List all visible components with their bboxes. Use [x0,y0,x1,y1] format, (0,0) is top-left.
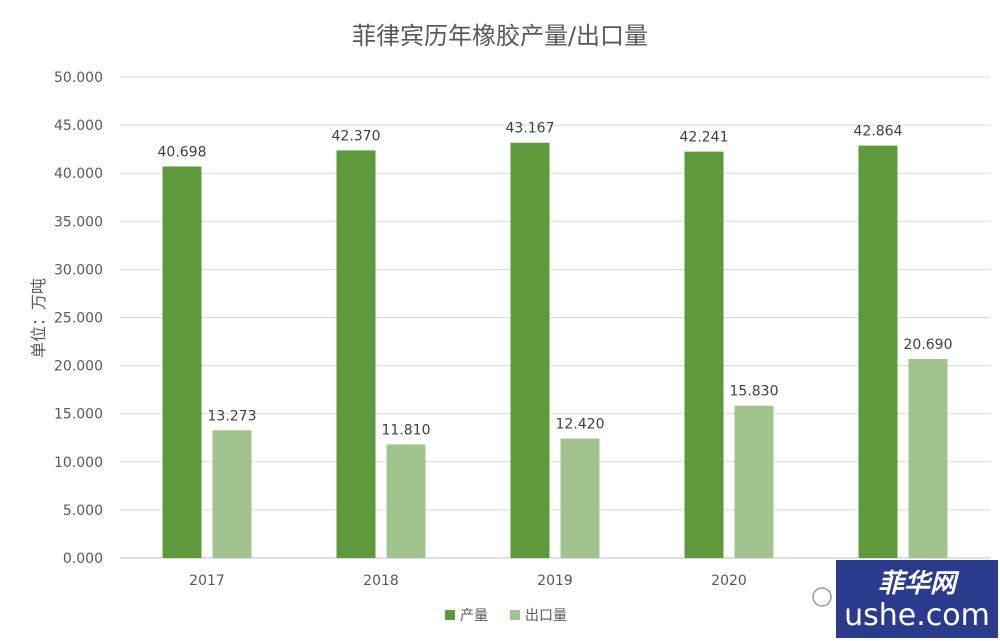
y-tick-label: 50.000 [54,70,103,86]
x-tick-label: 2017 [189,573,225,589]
y-tick-label: 45.000 [54,118,103,134]
x-tick-label: 2020 [711,573,747,589]
bar-export [212,430,252,558]
wechat-icon [812,587,832,607]
y-tick-label: 5.000 [63,503,103,519]
data-label: 42.370 [332,128,381,144]
data-label: 20.690 [904,337,953,353]
bar-export [908,358,948,558]
data-label: 40.698 [158,144,207,160]
data-label: 43.167 [506,121,555,137]
y-tick-label: 0.000 [63,551,103,567]
x-axis-ticks: 2017 2018 2019 2020 [189,573,747,589]
data-label: 13.273 [208,408,257,424]
x-tick-label: 2019 [537,573,573,589]
y-tick-label: 10.000 [54,455,103,471]
data-label: 12.420 [556,417,605,433]
bar-production [684,151,724,558]
y-tick-label: 15.000 [54,407,103,423]
x-tick-label: 2018 [363,573,399,589]
bars [162,142,948,559]
legend: 产量 出口量 [445,608,567,624]
y-axis-label: 单位：万吨 [29,278,48,358]
bar-production [336,150,376,558]
data-label: 42.241 [680,130,729,146]
gridlines [120,76,990,559]
y-tick-label: 40.000 [54,166,103,182]
bar-production [510,142,550,558]
bar-export [560,438,600,558]
y-tick-label: 25.000 [54,311,103,327]
data-label: 15.830 [730,384,779,400]
chart-title: 菲律宾历年橡胶产量/出口量 [352,22,648,50]
watermark-background [836,560,998,638]
bar-production [162,166,202,559]
y-axis-ticks: 0.000 5.000 10.000 15.000 20.000 25.000 30.000… [54,70,103,567]
watermark-text: 菲华网 [878,569,960,599]
data-label: 11.810 [382,422,431,438]
legend-swatch-production [445,610,455,620]
bar-production [858,145,898,558]
legend-label-export: 出口量 [525,608,567,624]
data-labels: 40.698 13.273 42.370 11.810 43.167 12.420 42.2… [158,121,953,439]
watermark-logo: 菲华网 ushe.com [812,560,998,638]
bar-export [734,405,774,558]
legend-label-production: 产量 [460,608,488,624]
y-tick-label: 30.000 [54,262,103,278]
watermark-domain: ushe.com [844,598,990,633]
y-tick-label: 35.000 [54,214,103,230]
bar-export [386,444,426,558]
data-label: 42.864 [854,124,903,140]
legend-swatch-export [510,610,520,620]
y-tick-label: 20.000 [54,359,103,375]
